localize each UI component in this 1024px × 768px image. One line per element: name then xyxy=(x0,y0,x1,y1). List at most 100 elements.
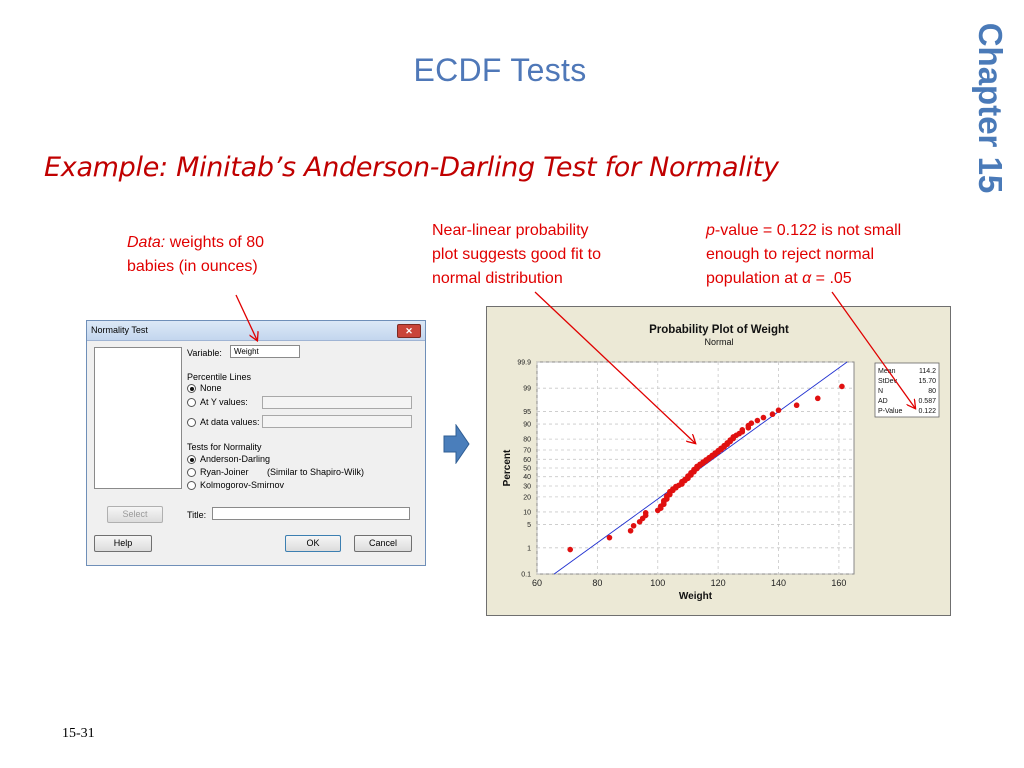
linearity-note-line-2: plot suggests good fit to xyxy=(432,246,601,263)
tests-heading: Tests for Normality xyxy=(187,442,262,452)
page-number: 15-31 xyxy=(62,726,95,741)
data-note-text-1: weights of 80 xyxy=(169,234,264,251)
right-arrow-icon xyxy=(443,424,470,464)
y-tick-label: 40 xyxy=(523,474,531,481)
stats-label: Mean xyxy=(878,368,896,375)
pvalue-note-line-2: enough to reject normal xyxy=(706,246,875,263)
title-input[interactable] xyxy=(212,507,410,520)
anderson-darling-label: Anderson-Darling xyxy=(200,454,271,464)
stats-value: 80 xyxy=(928,388,936,395)
pvalue-note-line-1: -value = 0.122 is not small xyxy=(714,222,902,239)
data-callout-arrow xyxy=(235,294,257,340)
linearity-callout-arrow xyxy=(534,291,695,443)
ok-button[interactable]: OK xyxy=(285,535,341,552)
stats-label: P-Value xyxy=(878,408,902,415)
variable-input[interactable]: Weight xyxy=(230,345,300,358)
data-point xyxy=(814,395,821,402)
data-point xyxy=(748,420,755,427)
percentile-lines-heading: Percentile Lines xyxy=(187,372,252,382)
y-tick-label: 80 xyxy=(523,437,531,444)
y-tick-label: 30 xyxy=(523,483,531,490)
data-point xyxy=(630,522,637,529)
y-tick-label: 1 xyxy=(527,545,531,552)
x-tick-label: 60 xyxy=(532,578,542,588)
y-tick-label: 20 xyxy=(523,494,531,501)
data-point xyxy=(793,402,800,409)
y-tick-label: 99 xyxy=(523,386,531,393)
pvalue-note-line-3a: population at xyxy=(706,270,803,287)
data-point xyxy=(739,427,746,433)
data-point xyxy=(775,407,782,414)
data-point xyxy=(760,414,767,421)
y-tick-label: 90 xyxy=(523,422,531,429)
percentile-data-radio[interactable] xyxy=(187,418,196,427)
x-tick-label: 120 xyxy=(711,578,726,588)
help-button[interactable]: Help xyxy=(94,535,152,552)
x-tick-label: 140 xyxy=(771,578,786,588)
y-tick-label: 10 xyxy=(523,509,531,516)
close-button[interactable]: ✕ xyxy=(397,324,421,338)
pvalue-note-alpha: α xyxy=(802,270,812,287)
slide-subtitle: Example: Minitab’s Anderson-Darling Test… xyxy=(44,152,779,183)
select-button[interactable]: Select xyxy=(107,506,163,523)
linearity-note-line-1: Near-linear probability xyxy=(432,222,589,239)
percentile-y-label: At Y values: xyxy=(200,397,248,407)
kolmogorov-smirnov-label: Kolmogorov-Smirnov xyxy=(200,480,285,490)
y-tick-label: 60 xyxy=(523,457,531,464)
chart-title: Probability Plot of Weight xyxy=(649,324,789,336)
data-point xyxy=(769,411,776,418)
ryan-joiner-note: (Similar to Shapiro-Wilk) xyxy=(267,467,365,477)
y-axis-label: Percent xyxy=(502,449,513,486)
data-note: Data: weights of 80 babies (in ounces) xyxy=(127,231,264,279)
data-point xyxy=(606,534,613,541)
probability-plot-panel: 0.1 1 5 10 20 30 40 50 60 70 80 90 95 99 99.9 60 80 100 12… xyxy=(486,306,951,616)
variable-label: Variable: xyxy=(187,348,222,358)
slide-title: ECDF Tests xyxy=(413,52,587,88)
stats-value: 15.70 xyxy=(918,378,936,385)
linearity-note: Near-linear probability plot suggests go… xyxy=(432,219,601,291)
anderson-darling-radio[interactable] xyxy=(187,455,196,464)
variable-list[interactable] xyxy=(94,347,182,489)
percentile-y-radio[interactable] xyxy=(187,398,196,407)
stats-box xyxy=(874,362,940,418)
y-tick-label: 99.9 xyxy=(517,360,531,367)
data-point xyxy=(567,546,574,553)
ryan-joiner-radio[interactable] xyxy=(187,468,196,477)
y-tick-label: 70 xyxy=(523,448,531,455)
cancel-button[interactable]: Cancel xyxy=(354,535,412,552)
stats-label: N xyxy=(878,388,883,395)
percentile-none-radio[interactable] xyxy=(187,384,196,393)
chart-subtitle: Normal xyxy=(704,337,733,347)
y-tick-label: 0.1 xyxy=(521,572,531,579)
data-values-input[interactable] xyxy=(262,415,412,428)
kolmogorov-smirnov-radio[interactable] xyxy=(187,481,196,490)
data-note-text-2: babies (in ounces) xyxy=(127,258,258,275)
stats-value: 0.122 xyxy=(918,408,936,415)
x-tick-label: 80 xyxy=(592,578,602,588)
pvalue-note-p: p xyxy=(706,222,715,239)
y-tick-label: 95 xyxy=(523,409,531,416)
normality-test-dialog: Normality Test ✕ Variable: Weight Percen… xyxy=(86,320,426,566)
pvalue-note-line-3b: = .05 xyxy=(811,270,852,287)
linearity-note-line-3: normal distribution xyxy=(432,270,563,287)
percentile-none-label: None xyxy=(200,383,222,393)
x-tick-label: 160 xyxy=(831,578,846,588)
stats-value: 114.2 xyxy=(919,368,936,375)
pvalue-note: p-value = 0.122 is not small enough to r… xyxy=(706,219,901,291)
y-tick-label: 50 xyxy=(523,466,531,473)
data-point xyxy=(839,383,845,390)
x-tick-label: 100 xyxy=(650,578,665,588)
ryan-joiner-label: Ryan-Joiner xyxy=(200,467,249,477)
stats-label: StDev xyxy=(878,378,898,385)
data-point xyxy=(754,417,761,424)
pvalue-callout-arrow xyxy=(831,291,915,408)
stats-value: 0.587 xyxy=(918,398,936,405)
data-point xyxy=(627,527,634,534)
x-axis-label: Weight xyxy=(679,591,713,602)
dialog-title: Normality Test xyxy=(91,325,148,335)
y-values-input[interactable] xyxy=(262,396,412,409)
data-point xyxy=(642,509,649,516)
data-note-label: Data: xyxy=(127,234,166,251)
